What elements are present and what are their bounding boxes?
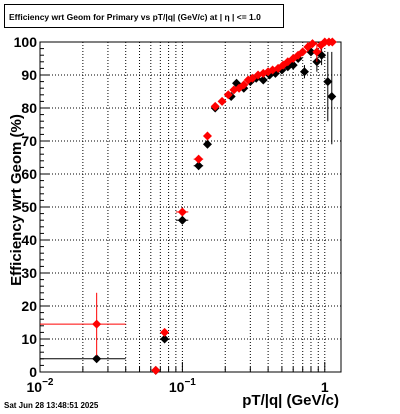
timestamp: Sat Jun 28 13:48:51 2025 — [4, 401, 99, 410]
tick-labels: 0 10 20 30 40 50 60 70 80 90 100 10−2 10−1 1 — [14, 34, 329, 395]
data-point — [323, 51, 333, 122]
diamond-marker-black — [160, 334, 170, 344]
diamond-marker-red — [202, 131, 212, 141]
data-point — [175, 215, 189, 225]
diamond-marker-red — [210, 101, 220, 111]
y-tick-label: 60 — [21, 166, 37, 182]
diamond-marker-black — [92, 354, 102, 364]
y-tick-label: 30 — [21, 265, 37, 281]
data-point — [327, 51, 337, 145]
data-point — [40, 354, 126, 364]
data-markers — [40, 37, 337, 375]
data-point — [258, 75, 268, 85]
y-axis-title: Efficiency wrt Geom (%) — [8, 114, 25, 286]
diamond-marker-red — [151, 365, 161, 375]
x-axis-title: pT/|q| (GeV/c) — [242, 392, 339, 409]
diamond-marker-black — [323, 77, 333, 87]
data-point — [160, 327, 170, 337]
y-tick-label: 0 — [29, 364, 37, 380]
data-point — [202, 139, 212, 149]
data-point — [247, 73, 257, 83]
axes — [39, 41, 342, 373]
y-tick-label: 40 — [21, 232, 37, 248]
diamond-marker-red — [308, 39, 318, 49]
diamond-marker-black — [202, 139, 212, 149]
data-point — [223, 90, 233, 100]
diamond-marker-red — [298, 47, 308, 57]
data-point — [160, 334, 170, 344]
y-tick-label: 50 — [21, 199, 37, 215]
x-tick-label: 10−1 — [169, 377, 196, 395]
diamond-marker-red — [160, 327, 170, 337]
data-point — [210, 101, 220, 111]
diamond-marker-red — [239, 80, 249, 90]
plot-frame — [39, 41, 342, 373]
diamond-marker-black — [177, 215, 187, 225]
data-point — [202, 131, 212, 141]
y-tick-label: 80 — [21, 100, 37, 116]
data-point — [193, 154, 204, 164]
y-tick-label: 10 — [21, 331, 37, 347]
x-tick-label: 1 — [321, 379, 329, 395]
diamond-marker-red — [92, 319, 102, 329]
data-point — [298, 47, 308, 57]
grid-lines — [40, 42, 341, 372]
data-point — [193, 161, 204, 171]
data-point — [175, 207, 189, 217]
chart-title: Efficiency wrt Geom for Primary vs pT/|q… — [4, 4, 284, 28]
data-point — [151, 365, 161, 375]
data-point — [239, 80, 249, 90]
y-tick-label: 100 — [14, 34, 38, 50]
y-tick-label: 90 — [21, 67, 37, 83]
y-tick-label: 70 — [21, 133, 37, 149]
diamond-marker-black — [194, 161, 204, 171]
diamond-marker-red — [327, 37, 337, 47]
y-tick-label: 20 — [21, 298, 37, 314]
diamond-marker-red — [194, 154, 204, 164]
data-point — [40, 292, 126, 356]
diamond-marker-black — [327, 91, 337, 101]
x-tick-label: 10−2 — [27, 377, 54, 395]
diamond-marker-black — [258, 75, 268, 85]
diamond-marker-red — [247, 73, 257, 83]
diamond-marker-black — [299, 67, 309, 77]
diamond-marker-red — [312, 47, 322, 57]
data-point — [327, 37, 337, 47]
data-point — [217, 96, 227, 106]
diamond-marker-black — [312, 57, 322, 67]
diamond-marker-red — [217, 96, 227, 106]
diamond-marker-red — [223, 90, 233, 100]
data-point — [299, 65, 309, 79]
data-point — [308, 39, 318, 49]
diamond-marker-red — [177, 207, 187, 217]
